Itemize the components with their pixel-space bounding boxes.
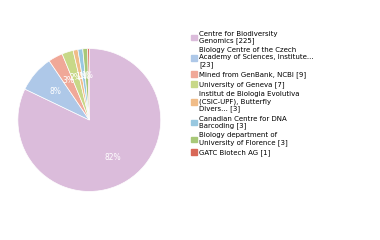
Wedge shape — [88, 48, 89, 120]
Wedge shape — [78, 49, 89, 120]
Text: 2%: 2% — [70, 73, 82, 82]
Text: 82%: 82% — [105, 153, 121, 162]
Wedge shape — [62, 50, 89, 120]
Wedge shape — [83, 48, 89, 120]
Text: 1%: 1% — [75, 72, 87, 81]
Wedge shape — [49, 54, 89, 120]
Wedge shape — [18, 48, 161, 192]
Text: 3%: 3% — [62, 77, 74, 85]
Text: 8%: 8% — [50, 87, 62, 96]
Text: 1%: 1% — [78, 72, 90, 81]
Wedge shape — [73, 49, 89, 120]
Legend: Centre for Biodiversity
Genomics [225], Biology Centre of the Czech
Academy of S: Centre for Biodiversity Genomics [225], … — [191, 31, 314, 156]
Wedge shape — [25, 61, 89, 120]
Text: 1%: 1% — [81, 71, 93, 80]
